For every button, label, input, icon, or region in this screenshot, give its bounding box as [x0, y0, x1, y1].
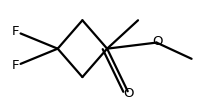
Text: F: F	[12, 25, 20, 38]
Text: O: O	[124, 87, 134, 100]
Text: O: O	[152, 35, 162, 48]
Text: F: F	[12, 59, 20, 72]
